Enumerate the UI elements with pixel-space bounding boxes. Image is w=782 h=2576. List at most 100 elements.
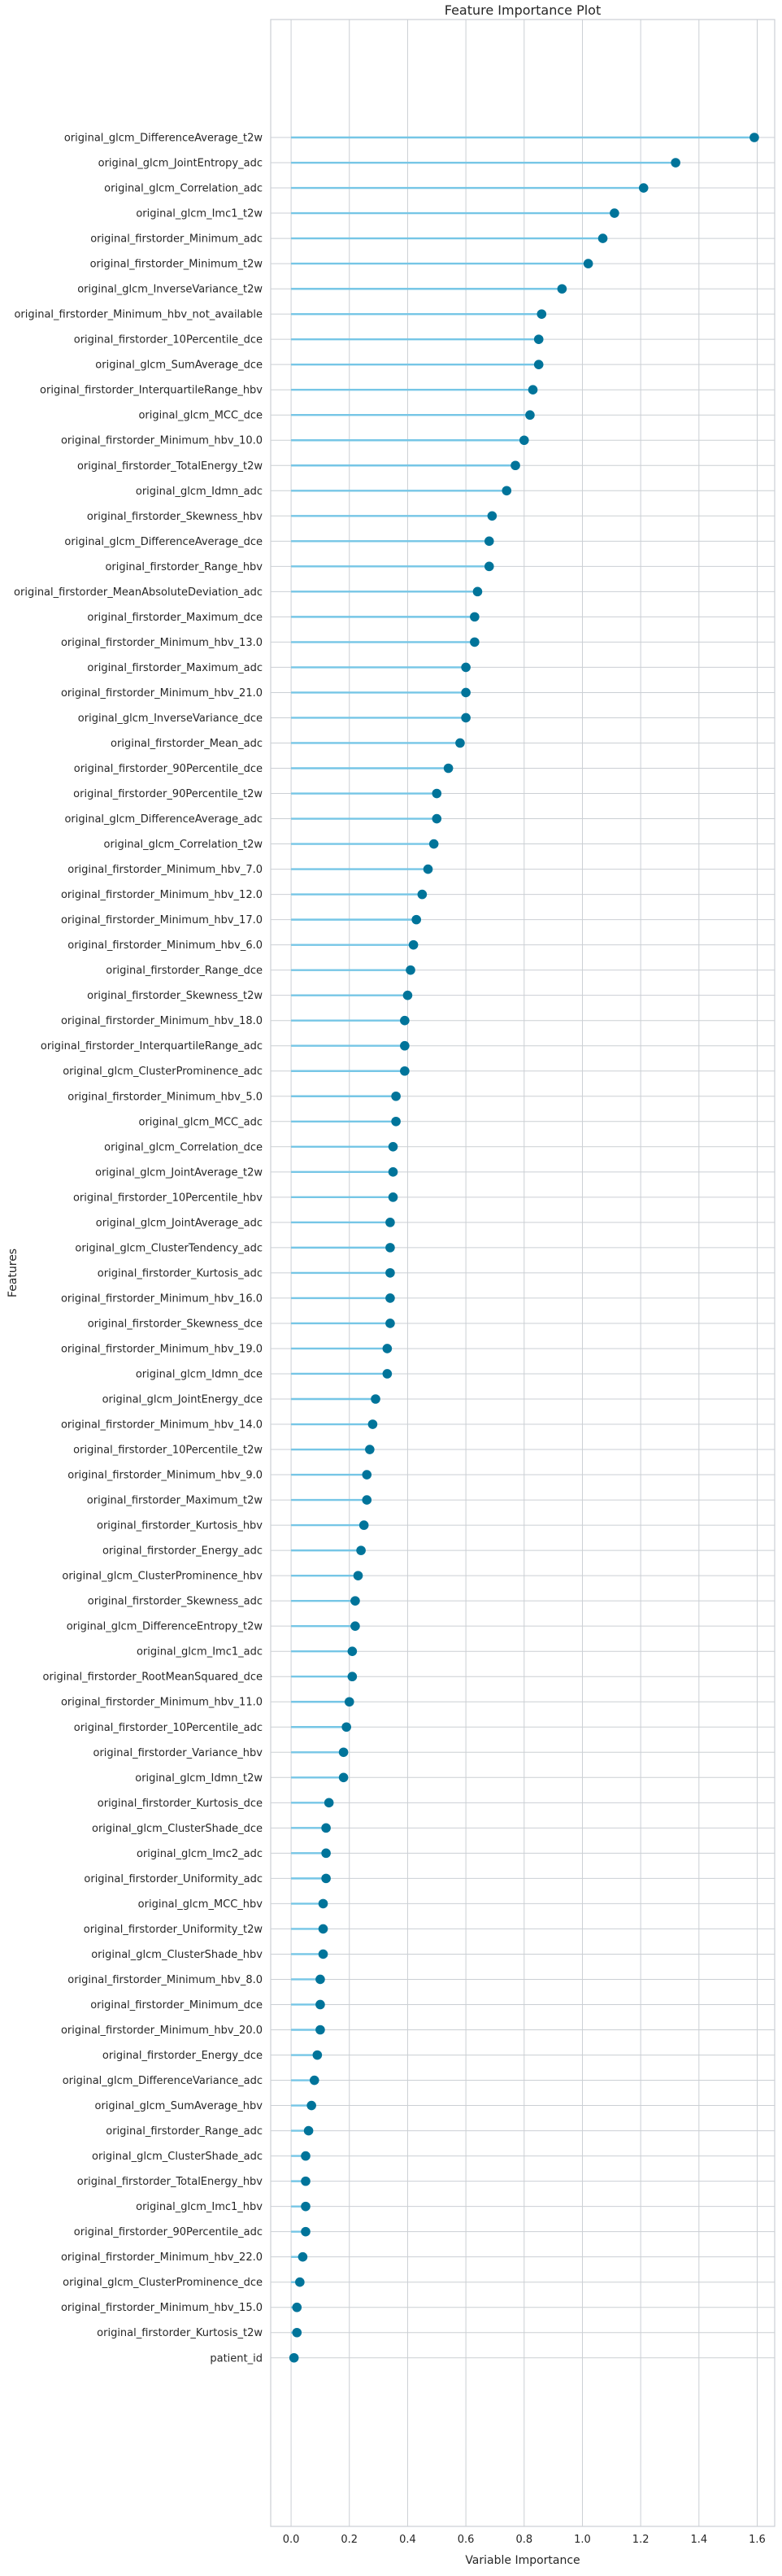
importance-marker [406, 965, 415, 975]
importance-marker [525, 410, 535, 421]
y-tick-label: original_firstorder_10Percentile_adc [74, 1722, 263, 1734]
x-tick-label: 0.0 [283, 2534, 300, 2546]
importance-marker [312, 2050, 323, 2060]
importance-marker [382, 1369, 393, 1379]
x-tick-label: 0.6 [458, 2534, 475, 2546]
importance-marker [385, 1243, 395, 1253]
importance-marker [484, 536, 494, 547]
y-tick-label: original_glcm_SumAverage_dce [95, 360, 263, 372]
y-tick-label: original_glcm_InverseVariance_dce [78, 713, 263, 725]
x-axis-label: Variable Importance [465, 2554, 580, 2567]
y-tick-label: original_glcm_DifferenceAverage_adc [64, 813, 263, 826]
marks-layer [289, 133, 759, 2363]
y-tick-label: original_firstorder_MeanAbsoluteDeviatio… [14, 586, 263, 599]
importance-marker [371, 1394, 380, 1404]
importance-marker [528, 385, 538, 395]
importance-marker [309, 2075, 319, 2086]
y-tick-label: original_firstorder_Skewness_dce [88, 1318, 263, 1330]
importance-marker [391, 1091, 401, 1101]
y-tick-label: original_firstorder_TotalEnergy_t2w [77, 460, 263, 473]
y-tick-label: original_glcm_Correlation_adc [104, 183, 263, 195]
y-tick-label: original_firstorder_Uniformity_t2w [84, 1924, 263, 1936]
importance-marker [432, 813, 442, 824]
y-tick-label: original_firstorder_90Percentile_adc [74, 2226, 263, 2238]
y-tick-label: original_glcm_DifferenceEntropy_t2w [67, 1621, 263, 1633]
y-tick-label: original_glcm_ClusterShade_dce [92, 1823, 263, 1835]
y-tick-label: original_glcm_SumAverage_hbv [95, 2100, 263, 2112]
importance-marker [610, 208, 619, 218]
y-tick-label: original_firstorder_Minimum_hbv_11.0 [61, 1697, 263, 1709]
y-tick-label: original_firstorder_Maximum_dce [87, 612, 263, 624]
y-tick-label: original_glcm_MCC_dce [138, 410, 263, 422]
y-tick-label: original_firstorder_90Percentile_dce [74, 763, 263, 775]
importance-marker [362, 1495, 372, 1505]
y-tick-label: original_firstorder_Minimum_t2w [90, 259, 263, 271]
y-tick-label: original_glcm_ClusterProminence_hbv [62, 1571, 263, 1583]
importance-marker [341, 1722, 351, 1733]
importance-marker [385, 1319, 395, 1328]
y-tick-label: original_firstorder_Kurtosis_t2w [97, 2327, 263, 2339]
y-tick-label: original_glcm_JointAverage_adc [96, 1217, 263, 1229]
y-tick-label: original_glcm_Idmn_t2w [135, 1772, 263, 1785]
importance-marker [321, 1873, 331, 1884]
importance-marker [385, 1268, 395, 1278]
chart-title: Feature Importance Plot [445, 2, 601, 18]
importance-marker [557, 284, 567, 294]
importance-marker [388, 1142, 398, 1152]
importance-marker [292, 2302, 302, 2312]
importance-marker [292, 2327, 302, 2338]
importance-marker [533, 334, 544, 344]
y-tick-label: original_firstorder_90Percentile_t2w [73, 788, 263, 800]
importance-marker [350, 1621, 360, 1631]
importance-marker [306, 2100, 316, 2111]
importance-marker [338, 1772, 349, 1783]
y-tick-label: original_firstorder_Minimum_hbv_7.0 [67, 864, 263, 876]
y-tick-label: original_firstorder_Minimum_hbv_22.0 [61, 2251, 263, 2264]
y-tick-label: original_firstorder_Skewness_t2w [87, 990, 263, 1002]
y-tick-label: original_glcm_Correlation_dce [104, 1141, 263, 1153]
y-tick-label: original_glcm_MCC_adc [138, 1116, 263, 1128]
importance-marker [519, 435, 529, 446]
importance-marker [318, 1898, 328, 1909]
y-tick-labels: original_glcm_DifferenceAverage_t2worigi… [14, 133, 263, 2365]
y-tick-label: original_firstorder_InterquartileRange_h… [40, 385, 263, 397]
importance-marker [382, 1344, 393, 1353]
y-tick-label: original_firstorder_Range_adc [106, 2125, 263, 2138]
y-axis-label: Features [7, 1249, 20, 1297]
y-tick-label: original_firstorder_Minimum_hbv_9.0 [67, 1470, 263, 1482]
importance-marker [428, 839, 439, 849]
importance-marker [400, 1066, 410, 1076]
importance-marker [470, 637, 480, 647]
y-tick-label: original_glcm_Idmn_adc [136, 486, 263, 498]
importance-marker [365, 1445, 375, 1454]
y-tick-label: original_firstorder_Minimum_hbv_14.0 [61, 1419, 263, 1432]
importance-marker [347, 1646, 358, 1656]
y-tick-label: original_firstorder_TotalEnergy_hbv [77, 2176, 263, 2188]
y-tick-label: original_firstorder_Minimum_hbv_13.0 [61, 637, 263, 649]
y-tick-label: original_firstorder_Maximum_t2w [87, 1495, 263, 1507]
importance-marker [417, 889, 428, 900]
importance-marker [315, 1999, 325, 2010]
importance-marker [400, 1015, 410, 1026]
y-tick-label: original_firstorder_Minimum_hbv_5.0 [67, 1091, 263, 1103]
importance-marker [470, 612, 480, 622]
importance-marker [301, 2201, 311, 2212]
y-tick-label: original_firstorder_Energy_dce [102, 2050, 263, 2062]
y-tick-label: original_glcm_Idmn_dce [136, 1368, 263, 1380]
importance-marker [411, 914, 421, 925]
importance-marker [347, 1672, 358, 1682]
y-tick-label: original_firstorder_Uniformity_adc [84, 1873, 263, 1885]
y-tick-label: original_glcm_ClusterTendency_adc [75, 1242, 263, 1254]
importance-marker [385, 1293, 395, 1303]
y-tick-label: original_firstorder_Variance_hbv [93, 1747, 263, 1759]
importance-marker [353, 1571, 363, 1580]
y-tick-label: original_firstorder_Range_hbv [105, 561, 263, 573]
y-tick-label: original_glcm_ClusterProminence_adc [63, 1066, 263, 1078]
x-tick-label: 0.8 [515, 2534, 532, 2546]
y-tick-label: original_firstorder_Kurtosis_dce [98, 1798, 263, 1810]
y-tick-label: original_firstorder_Skewness_hbv [87, 511, 263, 523]
y-tick-label: original_glcm_ClusterProminence_dce [63, 2277, 263, 2289]
importance-marker [461, 662, 471, 673]
y-tick-label: original_glcm_ClusterShade_hbv [91, 1949, 263, 1961]
